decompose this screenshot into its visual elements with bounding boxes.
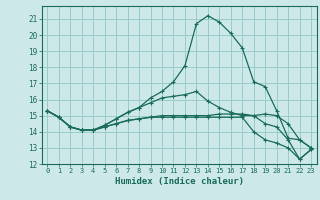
X-axis label: Humidex (Indice chaleur): Humidex (Indice chaleur) bbox=[115, 177, 244, 186]
